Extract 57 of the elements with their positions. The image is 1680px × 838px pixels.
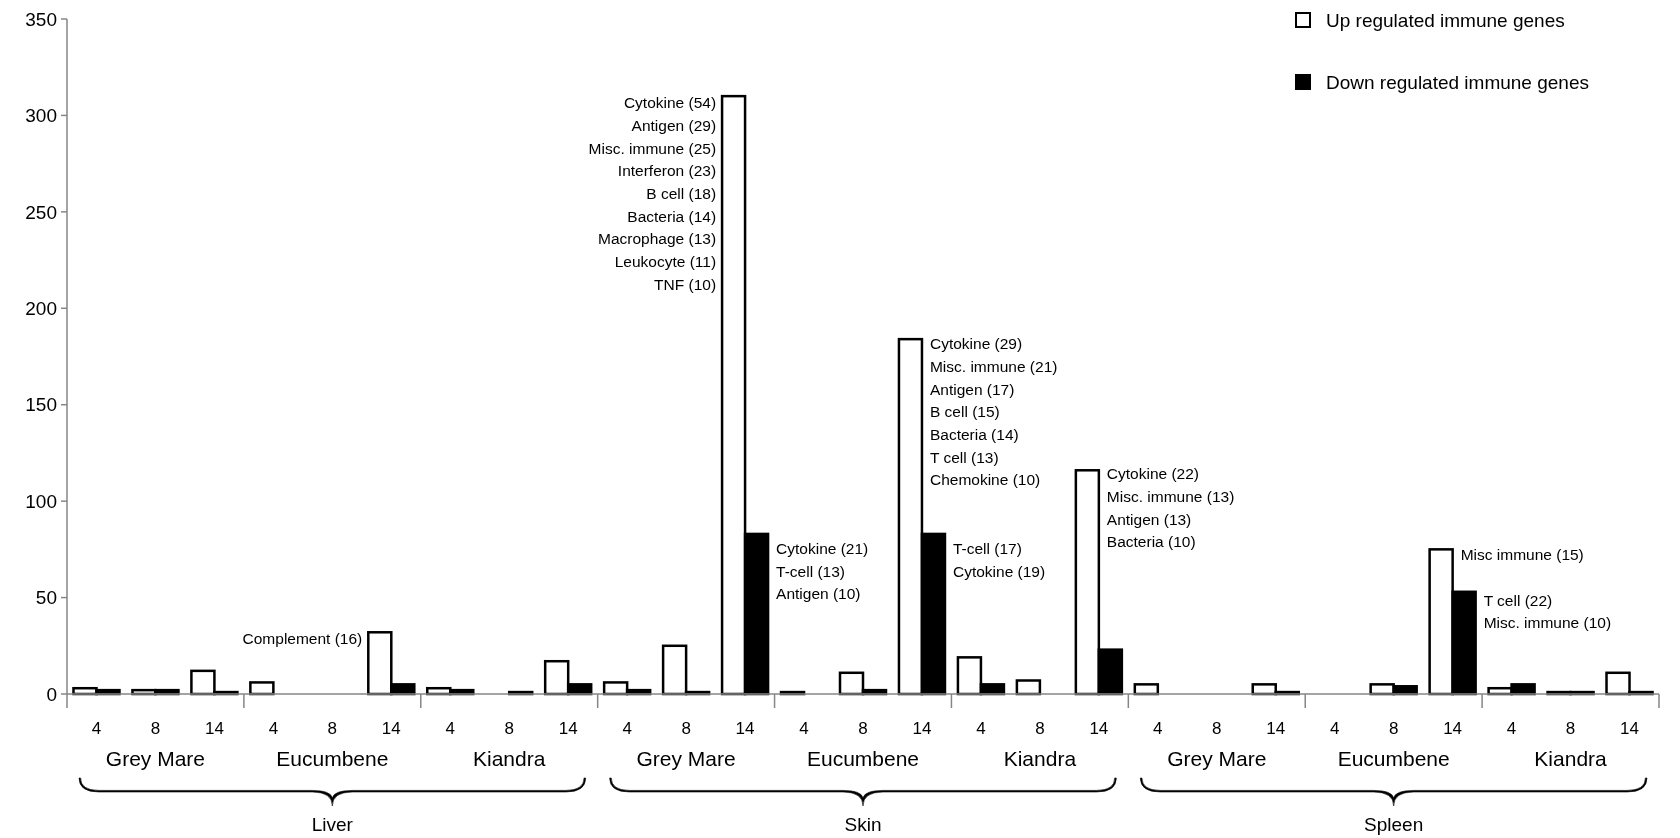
annotation: T-cell (17) Cytokine (19) [952, 540, 1046, 580]
annotation: Complement (16) [242, 630, 363, 648]
annotation: Cytokine (22) Misc. immune (13) Antigen (13) Bacteria (10) [1106, 465, 1235, 551]
text: Skin [844, 814, 882, 835]
text: Grey Mare [1167, 747, 1267, 770]
x-tick-label: 14 [1620, 719, 1639, 738]
y-tick-label: 150 [25, 394, 57, 416]
text: Cytokine (54) Antigen (29) Misc. immune (25) Interferon (23) B cell (18) Bacteria (14) Macrophage (13) Leukocyte (11) TNF (10) [588, 94, 717, 293]
annotation: Cytokine (21) T-cell (13) Antigen (10) [776, 540, 869, 603]
text: Kiandra [473, 747, 546, 770]
annotation: T cell (22) Misc. immune (10) [1483, 591, 1612, 632]
x-tick-label: 14 [204, 719, 224, 738]
x-tick-label: 4 [1153, 719, 1163, 738]
y-tick-label: 50 [35, 587, 57, 609]
x-tick-label: 8 [1565, 719, 1576, 738]
y-tick-label: 200 [25, 297, 57, 319]
x-tick-label: 8 [1388, 719, 1399, 738]
x-tick-label: 4 [1329, 719, 1340, 738]
x-tick-label: 8 [504, 719, 514, 738]
x-tick-label: 8 [858, 719, 868, 738]
y-tick-label: 100 [25, 490, 57, 512]
x-tick-label: 4 [799, 719, 809, 738]
text: Spleen [1364, 814, 1424, 835]
x-tick-label: 4 [268, 719, 279, 738]
x-tick-label: 14 [912, 719, 932, 738]
x-tick-label: 14 [1089, 719, 1109, 738]
x-tick-label: 14 [1266, 719, 1286, 738]
annotation: Misc immune (15) [1460, 546, 1584, 564]
y-tick-label: 300 [25, 105, 57, 127]
text: Eucumbene [1337, 747, 1450, 770]
x-tick-label: 8 [1212, 719, 1222, 738]
text: Liver [311, 814, 354, 835]
x-tick-label: 8 [681, 719, 691, 738]
y-tick-label: 250 [25, 201, 57, 223]
legend-label: Up regulated immune genes [1326, 9, 1565, 31]
y-tick-label: 350 [25, 8, 57, 30]
x-tick-label: 4 [445, 719, 455, 738]
x-tick-label: 4 [622, 719, 632, 738]
text: Eucumbene [276, 747, 389, 770]
x-tick-label: 4 [91, 719, 102, 738]
x-tick-label: 14 [558, 719, 578, 738]
text: Kiandra [1003, 747, 1077, 770]
x-tick-label: 14 [735, 719, 755, 738]
text: Grey Mare [636, 747, 736, 770]
x-tick-label: 14 [381, 719, 401, 738]
y-tick-label: 0 [46, 683, 57, 705]
x-tick-label: 4 [976, 719, 986, 738]
legend-label: Down regulated immune genes [1326, 71, 1589, 93]
x-tick-label: 8 [327, 719, 338, 738]
text: Kiandra [1534, 747, 1608, 770]
x-tick-label: 14 [1443, 719, 1463, 738]
x-tick-label: 8 [150, 719, 161, 738]
text: Eucumbene [806, 747, 920, 770]
annotation: Cytokine (29) Misc. immune (21) Antigen (17) B cell (15) Bacteria (14) T cell (13) Chemokine (10) [929, 335, 1058, 489]
text: Grey Mare [105, 747, 206, 770]
x-tick-label: 4 [1506, 719, 1517, 738]
x-tick-label: 8 [1035, 719, 1045, 738]
